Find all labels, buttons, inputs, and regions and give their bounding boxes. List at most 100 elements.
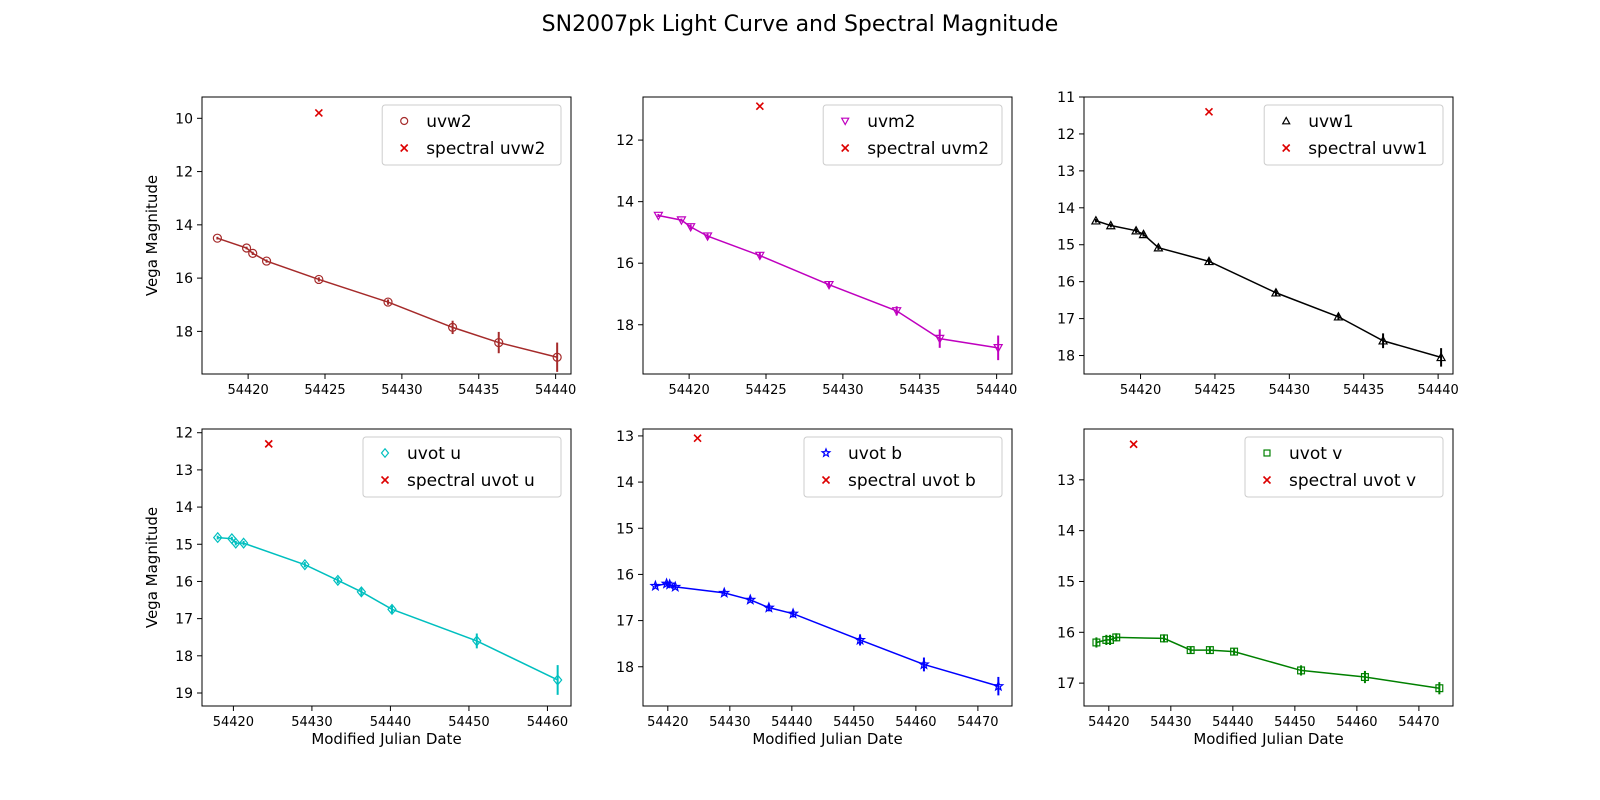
data-point — [383, 297, 393, 307]
spectral-point — [693, 434, 702, 443]
x-tick-label: 54430 — [822, 383, 863, 398]
y-tick-label: 10 — [175, 111, 193, 127]
legend-marker — [380, 475, 390, 485]
data-point — [824, 280, 835, 290]
x-axis-label: Modified Julian Date — [1193, 730, 1343, 748]
x-marker-stroke — [380, 475, 390, 485]
data-point — [212, 233, 222, 243]
y-tick-label: 17 — [1057, 676, 1075, 692]
data-point — [1090, 215, 1101, 225]
x-tick-label: 54440 — [370, 715, 411, 730]
data-point — [854, 633, 867, 646]
x-marker-stroke — [821, 475, 831, 485]
x-tick-label: 54430 — [709, 715, 750, 730]
legend: uvm2 spectral uvm2 — [822, 104, 1003, 166]
x-axis-label: Modified Julian Date — [752, 730, 902, 748]
subplot-2: 54420 54425 54430 54435 54440 12 14 16 18 uvm2 spe… — [616, 96, 1017, 398]
data-point — [1092, 638, 1101, 647]
x-tick-label: 54450 — [833, 715, 874, 730]
data-point — [230, 537, 241, 549]
y-tick-label: 17 — [175, 612, 193, 628]
x-tick-label: 54420 — [1088, 715, 1129, 730]
x-marker-stroke — [841, 143, 850, 153]
y-tick-label: 16 — [1057, 275, 1075, 291]
subplot-3: 54420 54425 54430 54435 54440 11 12 13 14 15 16 17 1… — [1057, 90, 1459, 398]
x-tick-label: 54425 — [745, 383, 786, 398]
series-uvw1 — [1090, 215, 1447, 367]
subplot-6: 54420 54430 54440 54450 54460 54470 13 14 15 16 17… — [1057, 428, 1454, 748]
series-spectral-uvot-b — [693, 434, 702, 443]
data-point — [1435, 684, 1444, 693]
y-tick-label: 14 — [175, 500, 193, 516]
y-tick-label: 18 — [616, 318, 634, 334]
data-point — [744, 593, 757, 605]
y-tick-label: 11 — [1057, 90, 1075, 106]
data-point — [356, 586, 367, 598]
subplot-5: 54420 54430 54440 54450 54460 54470 13 14 15 16 17… — [616, 428, 1013, 748]
spectral-point — [1129, 440, 1138, 449]
y-tick-label: 12 — [175, 426, 193, 442]
y-tick-label: 18 — [1057, 349, 1075, 365]
y-tick-label: 16 — [1057, 625, 1075, 641]
data-point — [238, 537, 249, 549]
x-tick-label: 54425 — [304, 383, 345, 398]
x-marker-stroke — [400, 143, 409, 153]
legend-marker — [400, 116, 409, 126]
data-point — [649, 579, 662, 592]
legend-marker — [1263, 449, 1271, 457]
x-axis-label: Modified Julian Date — [311, 730, 461, 748]
legend: uvot v spectral uvot v — [1244, 436, 1444, 498]
x-tick-label: 54420 — [668, 383, 709, 398]
x-tick-label: 54435 — [899, 383, 940, 398]
y-tick-label: 12 — [616, 133, 634, 149]
legend-marker — [380, 447, 390, 459]
data-point — [1230, 647, 1239, 656]
x-tick-label: 54450 — [1274, 715, 1315, 730]
data-point — [1186, 646, 1195, 655]
y-tick-label: 13 — [175, 463, 193, 479]
data-point — [702, 232, 713, 242]
data-point — [1436, 352, 1447, 362]
y-tick-label: 16 — [175, 574, 193, 590]
x-tick-label: 54435 — [458, 383, 499, 398]
x-tick-label: 54440 — [1212, 715, 1253, 730]
data-point — [663, 578, 676, 590]
x-tick-label: 54450 — [448, 715, 489, 730]
data-point — [934, 334, 945, 344]
y-tick-label: 12 — [175, 165, 193, 181]
x-tick-label: 54440 — [771, 715, 812, 730]
x-tick-label: 54460 — [895, 715, 936, 730]
data-point — [787, 607, 800, 619]
data-point — [1203, 256, 1215, 266]
legend-marker — [820, 447, 832, 458]
data-point — [261, 256, 272, 266]
y-tick-label: 13 — [1057, 473, 1075, 489]
data-point — [1131, 225, 1142, 235]
data-point — [917, 658, 930, 670]
y-tick-label: 12 — [1057, 127, 1075, 143]
x-tick-label: 54425 — [1194, 383, 1235, 398]
data-point — [669, 580, 682, 593]
data-point — [1153, 242, 1164, 252]
data-point — [552, 674, 563, 686]
legend-label: uvw1 — [1308, 112, 1354, 132]
legend-box — [362, 436, 562, 498]
x-tick-label: 54440 — [1417, 383, 1458, 398]
data-point — [1360, 673, 1369, 682]
x-tick-label: 54440 — [535, 383, 576, 398]
legend-label: uvw2 — [426, 112, 472, 132]
legend-label: spectral uvot u — [407, 471, 535, 491]
spectral-point — [264, 439, 273, 448]
data-point — [1270, 287, 1281, 297]
legend-label: uvot u — [407, 444, 461, 464]
x-marker-stroke — [693, 434, 702, 443]
legend-marker — [1281, 116, 1291, 125]
y-tick-label: 14 — [616, 475, 634, 491]
series-uvot-b — [649, 577, 1005, 696]
data-point — [1378, 335, 1389, 345]
x-marker-stroke — [1129, 440, 1138, 449]
x-marker-stroke — [1282, 143, 1291, 153]
series-uvot-v — [1092, 633, 1444, 695]
data-point — [718, 586, 731, 599]
